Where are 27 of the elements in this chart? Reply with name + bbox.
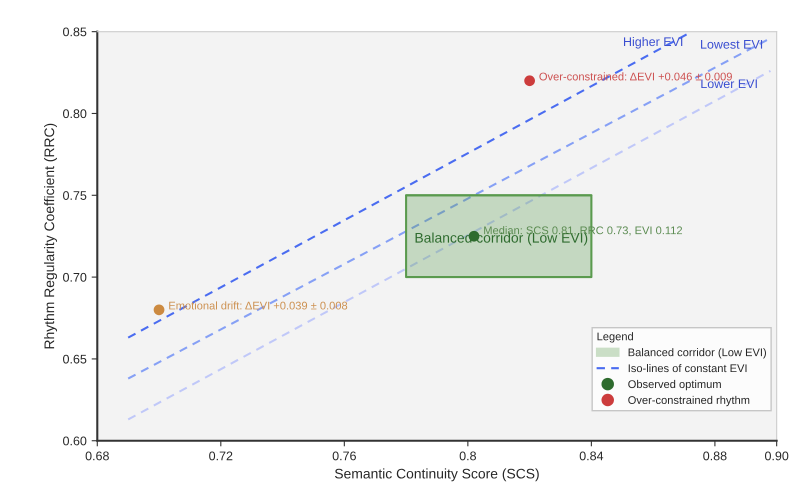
y-tick-label: 0.65 <box>63 354 86 364</box>
legend-label: Over-constrained rhythm <box>628 396 750 406</box>
y-tick-label: 0.60 <box>63 436 86 446</box>
legend-label: Observed optimum <box>628 380 721 390</box>
point <box>154 304 164 316</box>
legend-label: Balanced corridor (Low EVI) <box>628 348 766 358</box>
annotation: Lowest EVI <box>701 40 762 49</box>
y-tick-label: 0.85 <box>63 27 86 36</box>
annotation: Lower EVI <box>701 79 757 88</box>
y-tick-label: 0.75 <box>63 191 86 200</box>
x-tick-label: 0.88 <box>703 451 727 460</box>
annotation: Over-constrained: ΔEVI +0.046 ± 0.009 <box>539 72 732 80</box>
x-tick-label: 0.84 <box>580 451 604 460</box>
point <box>524 75 535 86</box>
x-tick-label: 0.68 <box>86 451 109 460</box>
legend-title: Legend <box>598 332 633 343</box>
x-tick-label: 0.72 <box>209 451 232 460</box>
annotation: Higher EVI <box>624 36 682 49</box>
x-tick-label: 0.76 <box>332 451 356 460</box>
y-tick-label: 0.70 <box>63 272 86 282</box>
legend-label: Iso-lines of constant EVI <box>628 364 747 372</box>
y-axis-title: Rhythm Regularity Coefficient (RRC) <box>44 124 57 348</box>
x-axis-title: Semantic Continuity Score (SCS) <box>334 468 539 482</box>
annotation: Emotional drift: ΔEVI +0.039 ± 0.008 <box>169 301 348 310</box>
x-tick-label: 0.8 <box>460 451 476 460</box>
x-tick-label: 0.90 <box>764 451 788 460</box>
y-tick-label: 0.80 <box>63 109 86 118</box>
